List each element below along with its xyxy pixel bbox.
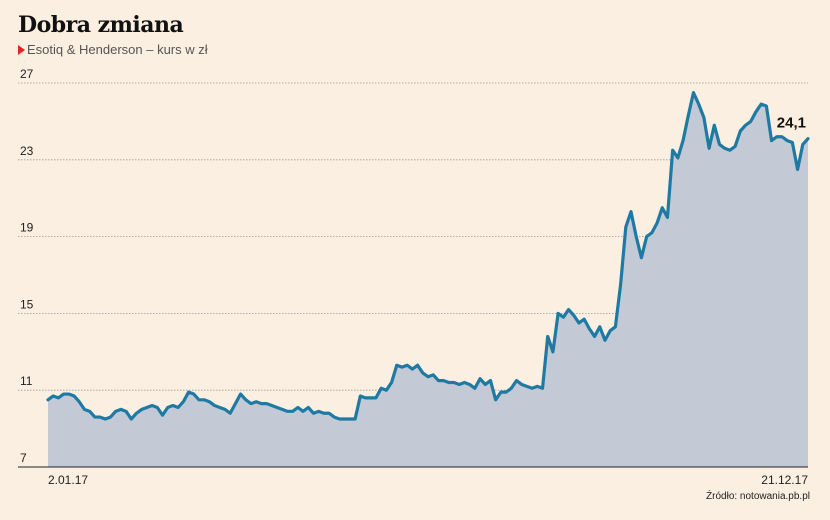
chart-subtitle: Esotiq & Henderson – kurs w zł — [18, 42, 208, 57]
y-tick-label-11: 11 — [20, 374, 33, 388]
last-value-label: 24,1 — [777, 115, 806, 132]
price-area — [48, 92, 808, 467]
y-tick-label-15: 15 — [20, 297, 34, 311]
source-note: Źródło: notowania.pb.pl — [706, 491, 810, 502]
y-tick-label-19: 19 — [20, 221, 34, 235]
y-tick-label-7: 7 — [20, 451, 27, 465]
y-tick-label-23: 23 — [20, 144, 34, 158]
x-start-label: 2.01.17 — [48, 473, 88, 487]
red-triangle-icon — [18, 44, 25, 55]
chart-title: Dobra zmiana — [18, 12, 184, 38]
y-tick-label-27: 27 — [20, 67, 34, 81]
subtitle-text: Esotiq & Henderson – kurs w zł — [27, 42, 208, 57]
x-end-label: 21.12.17 — [761, 473, 808, 487]
price-line — [46, 91, 810, 421]
